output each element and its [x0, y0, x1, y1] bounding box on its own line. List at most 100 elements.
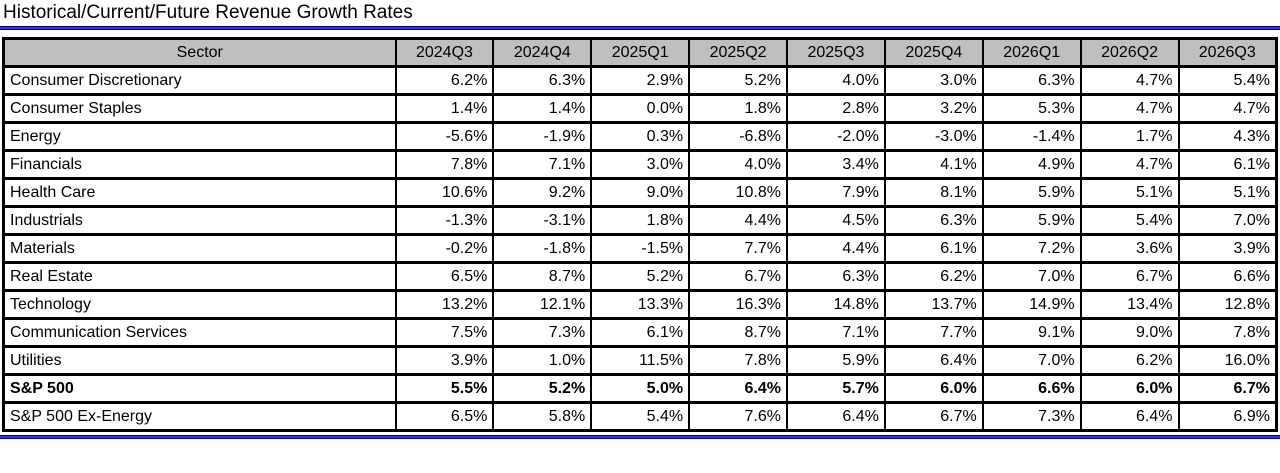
sector-cell: Industrials	[2, 205, 397, 236]
value-cell: 6.7%	[1177, 373, 1278, 404]
value-cell: 4.9%	[981, 149, 1082, 180]
value-cell: 4.3%	[1177, 121, 1278, 152]
value-cell: 8.7%	[688, 317, 788, 348]
value-cell: 12.1%	[492, 289, 593, 320]
value-cell: -1.9%	[492, 121, 593, 152]
column-header-quarter: 2025Q4	[883, 37, 984, 68]
value-cell: 6.4%	[1079, 401, 1180, 432]
value-cell: 6.5%	[394, 401, 495, 432]
sector-cell: Energy	[2, 121, 397, 152]
value-cell: 14.9%	[981, 289, 1082, 320]
value-cell: 6.7%	[1079, 261, 1180, 292]
value-cell: 13.4%	[1079, 289, 1180, 320]
value-cell: 7.5%	[394, 317, 495, 348]
value-cell: 6.1%	[1177, 149, 1278, 180]
table-row: Industrials -1.3% -3.1% 1.8% 4.4% 4.5% 6.3% 5.9…	[2, 205, 1278, 236]
value-cell: 13.7%	[883, 289, 984, 320]
value-cell: -1.5%	[590, 233, 691, 264]
sector-cell: Utilities	[2, 345, 397, 376]
value-cell: 5.9%	[981, 205, 1082, 236]
column-header-quarter: 2026Q3	[1177, 37, 1278, 68]
value-cell: -0.2%	[394, 233, 495, 264]
value-cell: -5.6%	[394, 121, 495, 152]
value-cell: 6.3%	[492, 65, 593, 96]
value-cell: 3.6%	[1079, 233, 1180, 264]
value-cell: 4.0%	[688, 149, 788, 180]
value-cell: 5.9%	[786, 345, 886, 376]
value-cell: 5.7%	[786, 373, 886, 404]
value-cell: 6.9%	[1177, 401, 1278, 432]
value-cell: 4.7%	[1177, 93, 1278, 124]
value-cell: 9.0%	[590, 177, 691, 208]
value-cell: 4.7%	[1079, 93, 1180, 124]
value-cell: 16.3%	[688, 289, 788, 320]
value-cell: 6.1%	[590, 317, 691, 348]
value-cell: 13.2%	[394, 289, 495, 320]
value-cell: 7.3%	[981, 401, 1082, 432]
value-cell: 6.2%	[394, 65, 495, 96]
page: Historical/Current/Future Revenue Growth…	[0, 2, 1280, 439]
table-row: Health Care 10.6% 9.2% 9.0% 10.8% 7.9% 8.1% 5.9…	[2, 177, 1278, 208]
value-cell: 5.4%	[1177, 65, 1278, 96]
table-body: Consumer Discretionary 6.2% 6.3% 2.9% 5.2% 4.…	[2, 65, 1278, 432]
value-cell: 5.9%	[981, 177, 1082, 208]
value-cell: 1.8%	[688, 93, 788, 124]
sector-cell: Communication Services	[2, 317, 397, 348]
header-row: Sector 2024Q3 2024Q4 2025Q1 2025Q2 2025Q3 202…	[2, 37, 1278, 68]
page-title: Historical/Current/Future Revenue Growth…	[3, 2, 413, 23]
value-cell: 12.8%	[1177, 289, 1278, 320]
value-cell: 4.5%	[786, 205, 886, 236]
sector-cell: Consumer Discretionary	[2, 65, 397, 96]
value-cell: 7.0%	[1177, 205, 1278, 236]
value-cell: 16.0%	[1177, 345, 1278, 376]
value-cell: 6.1%	[883, 233, 984, 264]
value-cell: 5.8%	[492, 401, 593, 432]
value-cell: 2.8%	[786, 93, 886, 124]
value-cell: 6.7%	[883, 401, 984, 432]
revenue-growth-table: Sector 2024Q3 2024Q4 2025Q1 2025Q2 2025Q3 202…	[2, 37, 1278, 432]
value-cell: 4.1%	[883, 149, 984, 180]
table-row: Communication Services 7.5% 7.3% 6.1% 8.7% 7.…	[2, 317, 1278, 348]
value-cell: 5.5%	[394, 373, 495, 404]
value-cell: 6.3%	[786, 261, 886, 292]
value-cell: 5.2%	[688, 65, 788, 96]
table-row: Utilities 3.9% 1.0% 11.5% 7.8% 5.9% 6.4% 7.0% 6.…	[2, 345, 1278, 376]
sector-cell: Health Care	[2, 177, 397, 208]
value-cell: 6.4%	[688, 373, 788, 404]
sector-cell: Technology	[2, 289, 397, 320]
value-cell: 1.8%	[590, 205, 691, 236]
value-cell: 6.6%	[1177, 261, 1278, 292]
value-cell: 7.8%	[1177, 317, 1278, 348]
column-header-quarter: 2024Q4	[492, 37, 593, 68]
value-cell: 14.8%	[786, 289, 886, 320]
value-cell: 5.2%	[492, 373, 593, 404]
value-cell: 3.0%	[590, 149, 691, 180]
value-cell: 5.1%	[1177, 177, 1278, 208]
value-cell: 11.5%	[590, 345, 691, 376]
value-cell: 5.4%	[590, 401, 691, 432]
column-header-quarter: 2026Q1	[981, 37, 1082, 68]
value-cell: 6.2%	[883, 261, 984, 292]
value-cell: 8.7%	[492, 261, 593, 292]
value-cell: 4.7%	[1079, 65, 1180, 96]
value-cell: 7.1%	[786, 317, 886, 348]
value-cell: 4.4%	[688, 205, 788, 236]
value-cell: 6.0%	[1079, 373, 1180, 404]
value-cell: 1.0%	[492, 345, 593, 376]
table-row: Real Estate 6.5% 8.7% 5.2% 6.7% 6.3% 6.2% 7.0% 6…	[2, 261, 1278, 292]
table-row: S&P 500 Ex-Energy 6.5% 5.8% 5.4% 7.6% 6.4% 6.7…	[2, 401, 1278, 432]
table-row: Financials 7.8% 7.1% 3.0% 4.0% 3.4% 4.1% 4.9% 4.…	[2, 149, 1278, 180]
value-cell: 3.2%	[883, 93, 984, 124]
value-cell: 6.5%	[394, 261, 495, 292]
value-cell: 10.6%	[394, 177, 495, 208]
value-cell: 6.6%	[981, 373, 1082, 404]
table-row: S&P 500 5.5% 5.2% 5.0% 6.4% 5.7% 6.0% 6.6% 6.0% 6…	[2, 373, 1278, 404]
value-cell: 7.1%	[492, 149, 593, 180]
value-cell: 7.8%	[394, 149, 495, 180]
value-cell: 0.3%	[590, 121, 691, 152]
column-header-quarter: 2025Q3	[786, 37, 886, 68]
value-cell: 7.7%	[688, 233, 788, 264]
sector-cell: Real Estate	[2, 261, 397, 292]
column-header-quarter: 2025Q2	[688, 37, 788, 68]
column-header-quarter: 2026Q2	[1079, 37, 1180, 68]
